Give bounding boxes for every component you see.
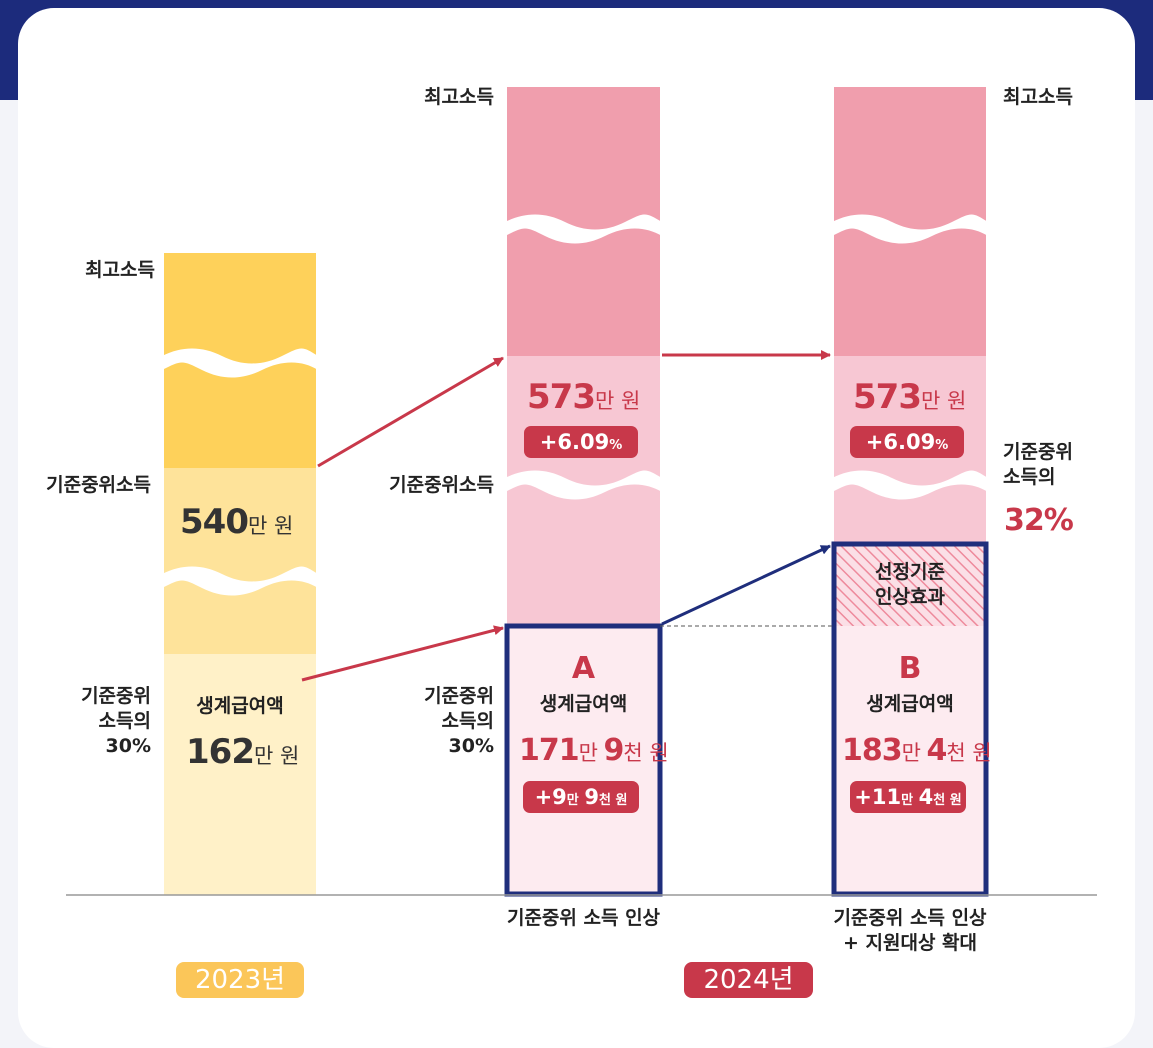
bar-b-benefit (834, 626, 986, 894)
label-rate-line1: 기준중위 (81, 685, 151, 707)
break-wave (832, 214, 988, 244)
value-median-2023: 540만 원 (180, 502, 294, 542)
label-rate-pct: 30% (105, 735, 151, 757)
break-wave (832, 470, 988, 500)
arrow-median-2023-to-a (317, 356, 504, 468)
caption-b: 기준중위 소득 인상 + 지원대상 확대 (796, 906, 1024, 956)
highlight-box-a (504, 623, 663, 897)
label-median-income-2023: 기준중위소득 (46, 474, 151, 496)
label-rate-2023: 기준중위 소득의 30% (81, 684, 151, 759)
label-selection-effect-line1: 선정기준 (875, 561, 945, 583)
arrow-benefit-a-to-b (661, 544, 831, 626)
arrow-benefit-2023-to-a (301, 625, 504, 682)
year-badge-2024: 2024년 (684, 962, 813, 998)
bar-2023-benefit (164, 654, 316, 895)
caption-a: 기준중위 소득 인상 (506, 907, 661, 929)
label-max-income-b: 최고소득 (1003, 86, 1073, 108)
caption-b-line1: 기준중위 소득 인상 (833, 907, 987, 929)
label-benefit-b: 생계급여액 (866, 693, 954, 715)
label-rate-line2: 소득의 (1003, 466, 1056, 488)
label-median-income-a: 기준중위소득 (389, 474, 494, 496)
label-letter-a: A (571, 651, 596, 686)
bar-2023-median (164, 468, 316, 654)
value-median-a: 573만 원 (527, 377, 641, 417)
label-selection-effect-line2: 인상효과 (875, 586, 945, 608)
break-wave (505, 470, 662, 500)
value-benefit-a: 171만 9천 원 (519, 733, 669, 768)
bar-b-selection-effect (834, 544, 986, 626)
break-wave (162, 348, 318, 378)
label-rate-line2: 소득의 (441, 710, 494, 732)
break-wave (162, 566, 318, 596)
label-letter-b: B (898, 651, 922, 686)
break-wave (505, 214, 662, 244)
badge-benefit-increase-b: +11만 4천 원 (850, 781, 966, 813)
badge-median-change-a: +6.09% (524, 426, 638, 458)
label-max-income-a: 최고소득 (424, 86, 494, 108)
value-median-b: 573만 원 (853, 377, 967, 417)
label-selection-effect: 선정기준 인상효과 (834, 560, 986, 610)
label-rate-pct-b: 32% (1004, 503, 1074, 538)
highlight-box-b (831, 541, 989, 897)
caption-b-line2: + 지원대상 확대 (842, 932, 978, 954)
badge-benefit-increase-a: +9만 9천 원 (523, 781, 639, 813)
label-rate-line1: 기준중위 (424, 685, 494, 707)
label-rate-line2: 소득의 (98, 710, 151, 732)
value-benefit-b: 183만 4천 원 (842, 733, 992, 768)
value-benefit-2023: 162만 원 (186, 732, 300, 772)
label-rate-pct: 30% (448, 735, 494, 757)
label-benefit-2023: 생계급여액 (196, 695, 284, 717)
label-rate-b: 기준중위 소득의 (1003, 440, 1073, 490)
label-rate-a: 기준중위 소득의 30% (424, 684, 494, 759)
label-max-income-2023: 최고소득 (85, 259, 155, 281)
label-rate-line1: 기준중위 (1003, 441, 1073, 463)
year-badge-2023: 2023년 (176, 962, 304, 998)
badge-median-change-b: +6.09% (850, 426, 964, 458)
label-benefit-a: 생계급여액 (539, 693, 628, 715)
bar-a-benefit (507, 626, 660, 894)
